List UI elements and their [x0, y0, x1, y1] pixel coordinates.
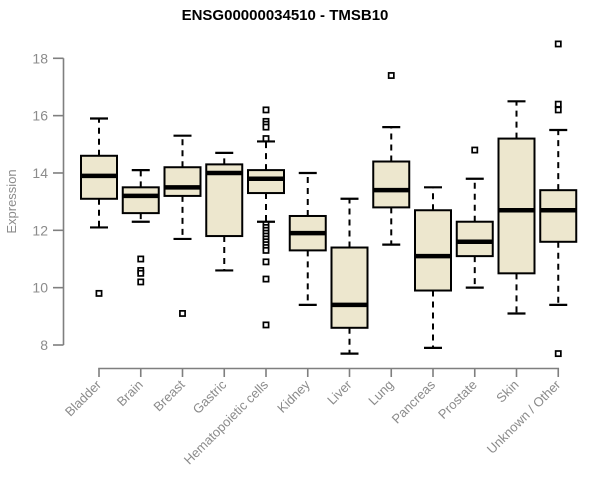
outlier-point [262, 135, 270, 143]
iqr-box [121, 186, 160, 215]
outlier-point [137, 278, 145, 286]
x-tick-label-unknown-other: Unknown / Other [484, 377, 564, 457]
x-tick-label-gastric: Gastric [190, 377, 230, 417]
iqr-box [372, 160, 411, 209]
x-tick-label-prostate: Prostate [435, 377, 480, 422]
boxplot-gastric [205, 151, 244, 272]
y-tick-label: 12 [32, 222, 48, 238]
outlier-point [137, 269, 145, 277]
outlier-point [554, 106, 562, 114]
y-tick-label: 10 [32, 280, 48, 296]
boxplot-lung [372, 72, 411, 246]
boxplot-pancreas [414, 186, 452, 349]
outlier-point [262, 123, 270, 131]
x-tick-label-lung: Lung [365, 377, 396, 408]
boxplot-bladder [80, 117, 118, 297]
x-tick-label-skin: Skin [493, 377, 521, 405]
boxplot-skin [497, 100, 536, 315]
boxplot-kidney [288, 171, 327, 306]
iqr-box [205, 163, 244, 238]
outlier-point [262, 321, 270, 329]
outlier-point [137, 255, 145, 263]
outlier-point [471, 146, 479, 154]
y-tick-label: 8 [40, 337, 48, 353]
x-tick-label-kidney: Kidney [274, 377, 313, 416]
iqr-box [247, 169, 285, 195]
outlier-point [262, 246, 270, 254]
y-tick-label: 16 [32, 108, 48, 124]
y-tick-label: 18 [32, 50, 48, 66]
outlier-point [387, 72, 395, 79]
outlier-point [262, 258, 270, 266]
outlier-point [262, 106, 270, 114]
outlier-point [554, 100, 562, 108]
x-tick-label-bladder: Bladder [62, 377, 105, 420]
x-tick-label-brain: Brain [114, 377, 146, 409]
boxplot-hematopoietic-cells [247, 106, 285, 329]
iqr-box [414, 209, 452, 292]
x-tick-label-pancreas: Pancreas [389, 377, 439, 427]
boxplot-prostate [455, 146, 494, 289]
iqr-box [497, 137, 536, 275]
x-tick-label-breast: Breast [150, 377, 187, 414]
outlier-point [554, 40, 562, 48]
outlier-point [554, 350, 562, 358]
outlier-point [262, 275, 270, 283]
boxplot-liver [330, 197, 369, 355]
outlier-point [95, 289, 103, 297]
y-tick-label: 14 [32, 165, 48, 181]
iqr-box [330, 246, 369, 329]
boxplot-unknown-other [539, 40, 578, 358]
boxplot-breast [163, 134, 202, 317]
chart-title: ENSG00000034510 - TMSB10 [182, 7, 389, 24]
boxplot-brain [121, 169, 160, 286]
iqr-box [163, 166, 202, 197]
iqr-box [539, 189, 578, 243]
iqr-box [455, 220, 494, 258]
x-tick-label-liver: Liver [324, 377, 355, 408]
outlier-point [179, 310, 186, 317]
y-axis-title: Expression [4, 169, 19, 233]
